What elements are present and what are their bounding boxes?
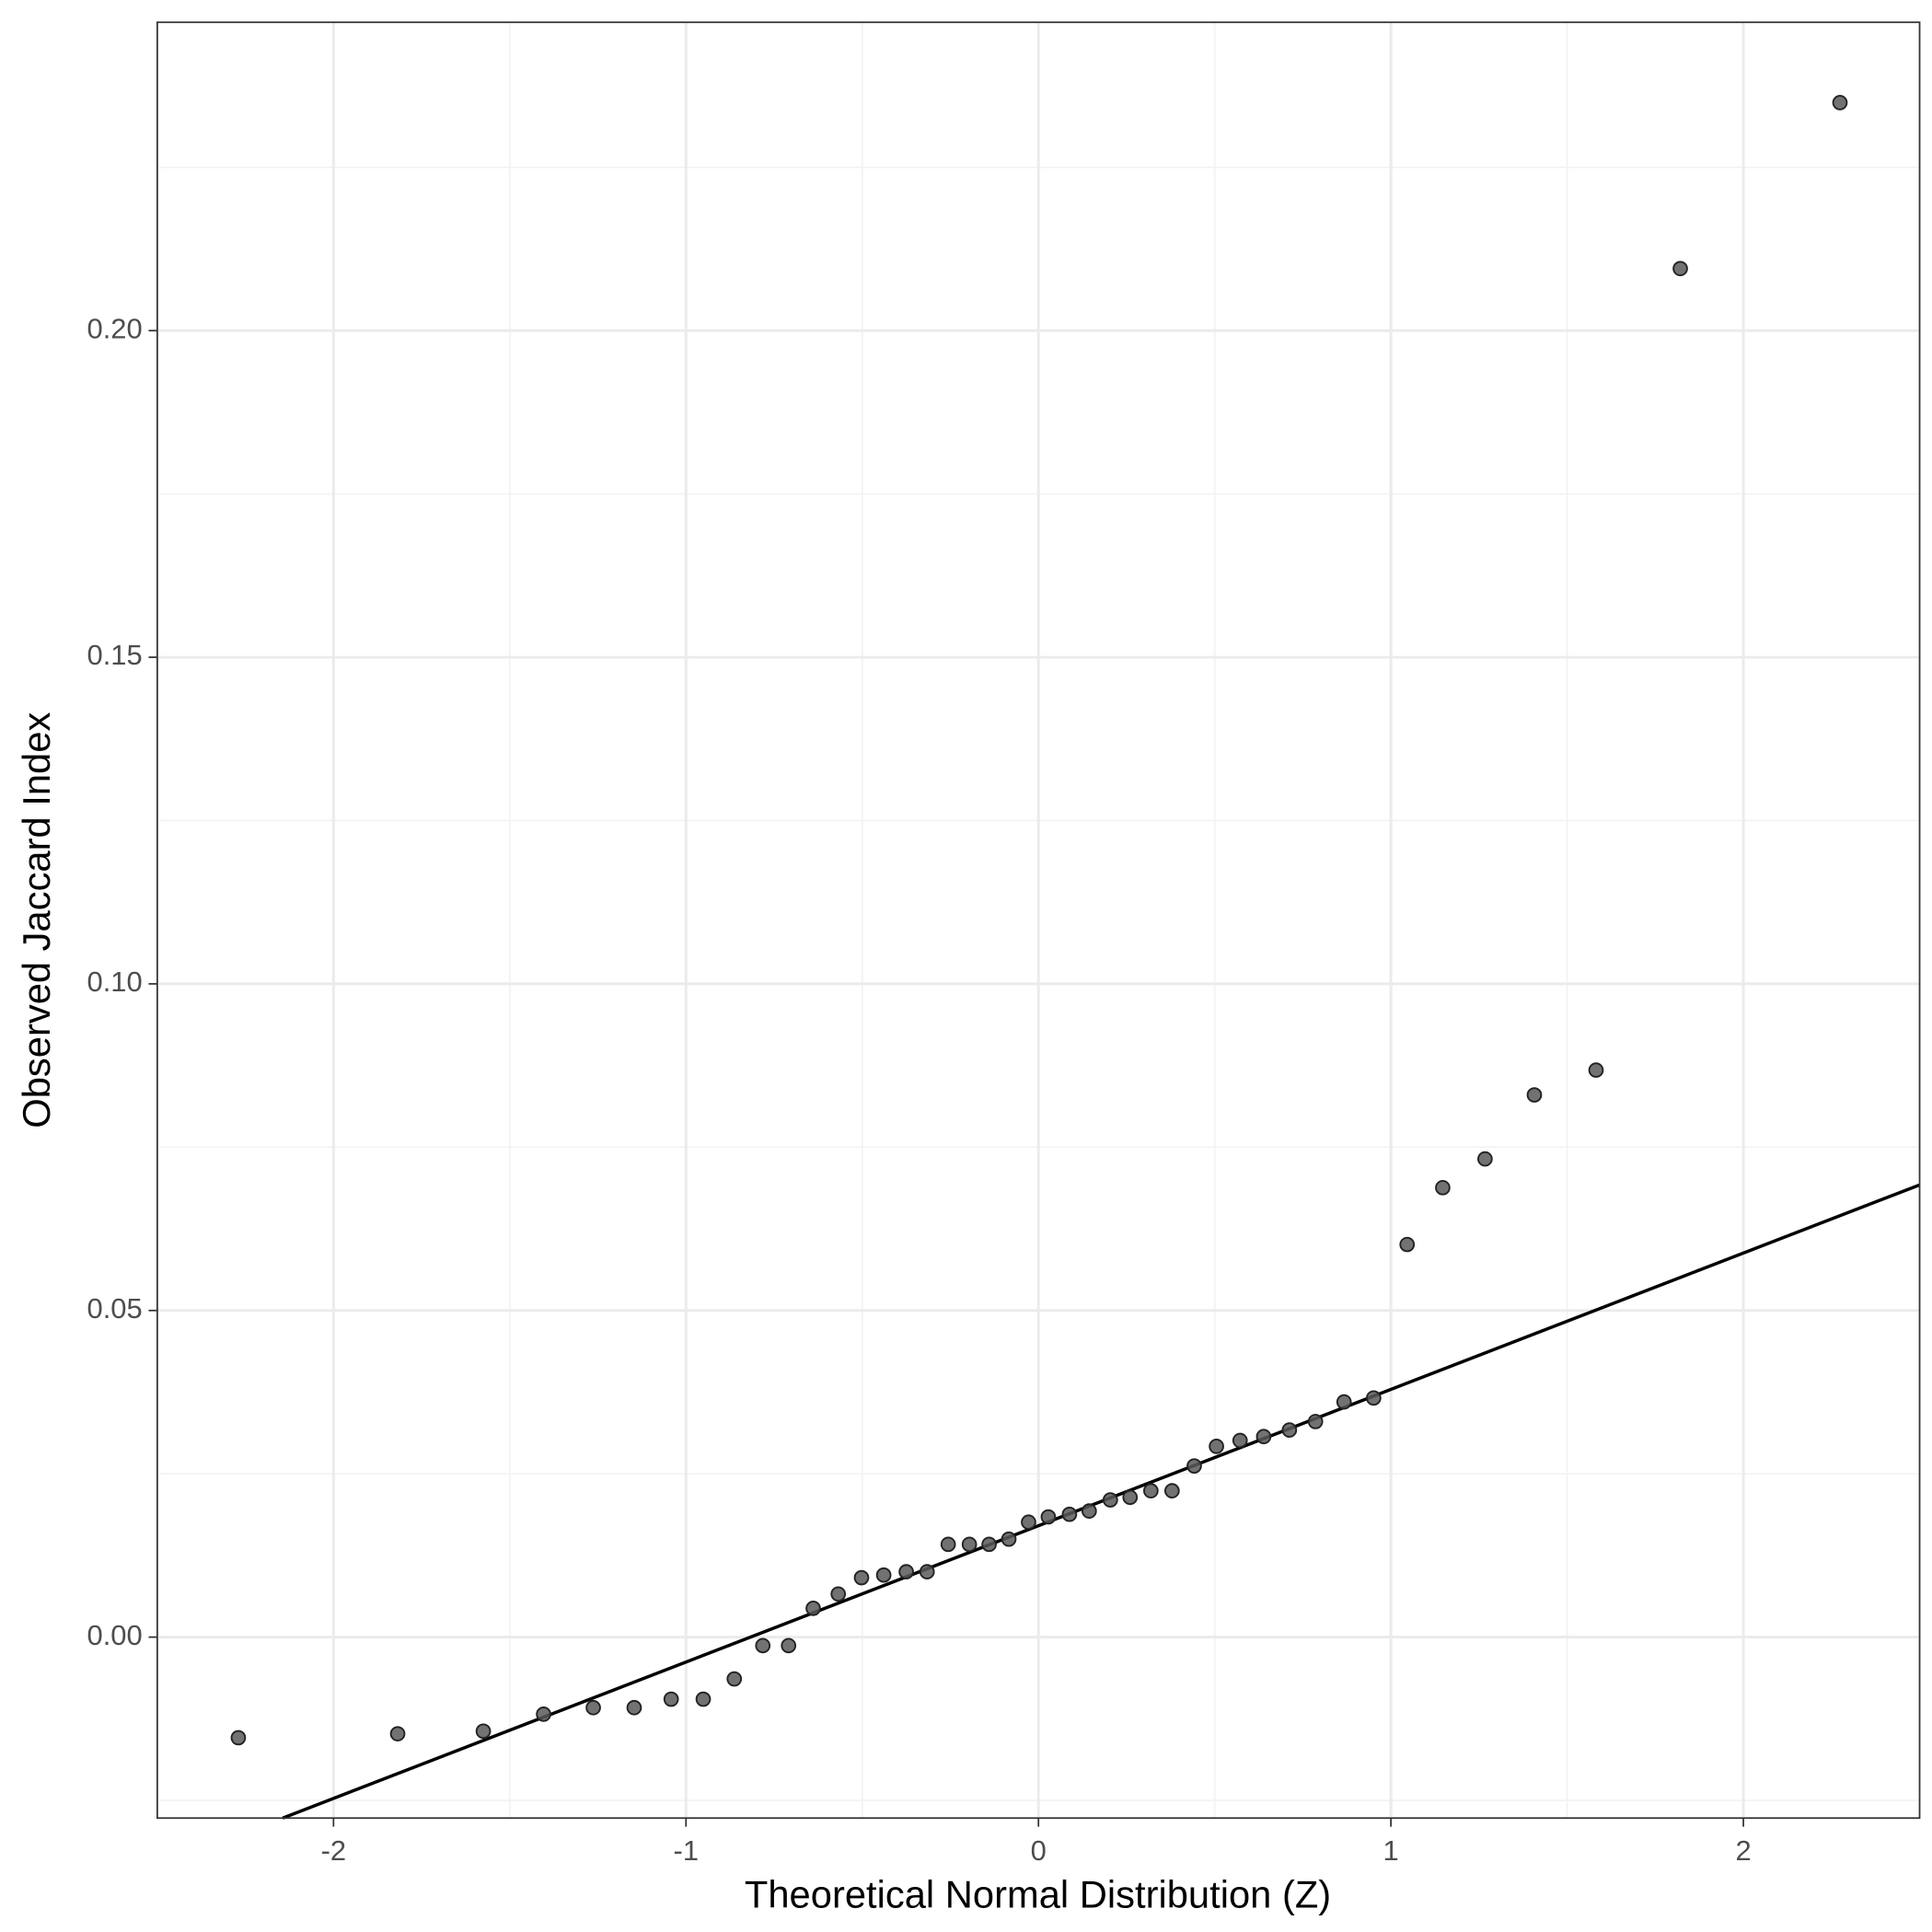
point [695, 1691, 711, 1707]
point [1164, 1483, 1180, 1498]
point [830, 1586, 847, 1602]
point [663, 1691, 679, 1707]
point [1832, 95, 1848, 110]
x-axis-title: Theoretical Normal Distribution (Z) [745, 1872, 1331, 1915]
point [1526, 1087, 1543, 1103]
point [626, 1699, 642, 1716]
marks [230, 95, 1921, 1820]
point [1209, 1439, 1224, 1454]
point [1143, 1483, 1159, 1498]
point [981, 1536, 997, 1553]
point [805, 1601, 821, 1616]
x-tick-label: -2 [321, 1834, 347, 1867]
point [1001, 1531, 1017, 1547]
point [1399, 1236, 1416, 1253]
point [1588, 1062, 1604, 1078]
point [1336, 1394, 1352, 1410]
point [1281, 1422, 1298, 1438]
point [1061, 1506, 1078, 1522]
point [1082, 1503, 1097, 1519]
x-tick-label: 0 [1031, 1834, 1047, 1867]
y-tick-label: 0.10 [87, 966, 143, 998]
point [919, 1564, 935, 1579]
point [1477, 1151, 1493, 1167]
x-tick-label: 1 [1383, 1834, 1399, 1867]
point [1435, 1180, 1451, 1196]
point [1186, 1458, 1202, 1475]
point [781, 1637, 797, 1654]
point [1102, 1492, 1118, 1508]
y-tick-label: 0.05 [87, 1292, 143, 1325]
point [1122, 1489, 1139, 1506]
point [1366, 1390, 1382, 1406]
x-tick-label: -1 [674, 1834, 700, 1867]
y-tick-label: 0.00 [87, 1619, 143, 1651]
point [1672, 260, 1688, 277]
point [1021, 1514, 1036, 1531]
point [585, 1699, 601, 1716]
point [536, 1706, 551, 1722]
point [1232, 1432, 1248, 1449]
point [875, 1567, 892, 1583]
point [1040, 1509, 1057, 1525]
point [1307, 1414, 1324, 1429]
y-tick-label: 0.15 [87, 639, 143, 671]
point [898, 1564, 914, 1579]
point [475, 1723, 492, 1740]
point [726, 1671, 743, 1687]
point [230, 1730, 247, 1746]
x-tick-label: 2 [1735, 1834, 1751, 1867]
point [961, 1536, 978, 1553]
point [1255, 1429, 1272, 1445]
point [755, 1637, 771, 1654]
y-axis-title: Observed Jaccard Index [15, 712, 58, 1128]
point [389, 1726, 406, 1742]
y-tick-label: 0.20 [87, 312, 143, 344]
point [940, 1536, 956, 1553]
reference-line [282, 1183, 1921, 1820]
point [853, 1569, 870, 1586]
